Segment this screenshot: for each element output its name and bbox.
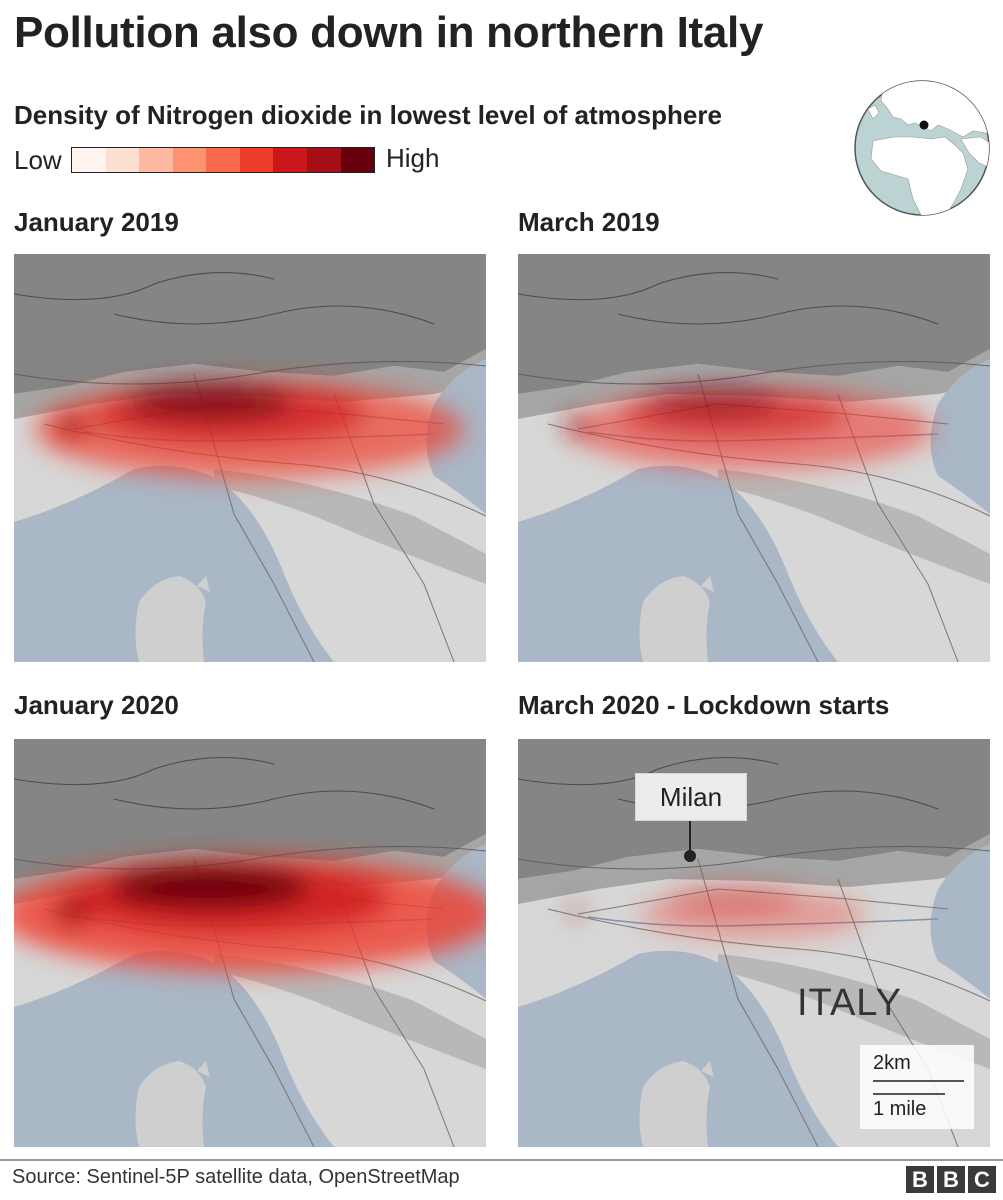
italy-label: ITALY [797, 982, 902, 1024]
bbc-logo-letter: B [937, 1166, 965, 1193]
bbc-logo-letter: C [968, 1166, 996, 1193]
chart-subtitle: Density of Nitrogen dioxide in lowest le… [14, 100, 722, 130]
map-panel-mar-2019 [518, 254, 990, 662]
scale-km-line [873, 1080, 964, 1082]
legend-swatch-6 [273, 148, 307, 172]
chart-title: Pollution also down in northern Italy [14, 8, 764, 57]
milan-leader-line [689, 821, 691, 853]
scale-mile-label: 1 mile [873, 1098, 927, 1120]
legend-swatch-7 [306, 148, 341, 172]
milan-location-marker [684, 850, 696, 862]
panel-title-jan-2020: January 2020 [14, 690, 179, 720]
locator-globe [854, 80, 990, 216]
legend-swatch-3 [172, 148, 207, 172]
milan-label: Milan [635, 773, 747, 821]
no2-plume [34, 379, 464, 479]
map-panel-jan-2019 [14, 254, 486, 662]
panel-title-mar-2020: March 2020 - Lockdown starts [518, 690, 890, 720]
map-graphic [14, 254, 486, 662]
map-panel-jan-2020 [14, 739, 486, 1147]
legend-swatch-4 [206, 148, 240, 172]
panel-title-mar-2019: March 2019 [518, 207, 660, 237]
legend-color-scale [71, 147, 375, 173]
legend-swatch-1 [105, 148, 140, 172]
legend-high-label: High [386, 143, 440, 173]
no2-plume [14, 856, 486, 972]
bbc-logo-letter: B [906, 1166, 934, 1193]
source-note: Source: Sentinel-5P satellite data, Open… [12, 1166, 460, 1188]
footer-divider [0, 1159, 1003, 1161]
legend-swatch-2 [139, 148, 173, 172]
no2-plume [562, 385, 933, 471]
legend-swatch-0 [72, 148, 106, 172]
panel-title-jan-2019: January 2019 [14, 207, 179, 237]
scale-bar-background [860, 1045, 974, 1129]
legend-swatch-5 [239, 148, 274, 172]
legend-swatch-8 [340, 148, 375, 172]
scale-mile-line [873, 1093, 945, 1095]
legend-low-label: Low [14, 145, 62, 175]
bbc-logo: B B C [906, 1166, 996, 1193]
no2-plume [567, 885, 867, 940]
scale-km-label: 2km [873, 1052, 911, 1074]
map-graphic [14, 739, 486, 1147]
map-graphic [518, 254, 990, 662]
